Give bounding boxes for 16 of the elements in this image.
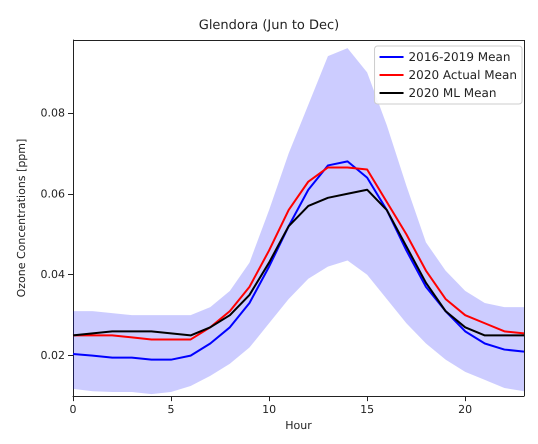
x-axis-title: Hour bbox=[285, 419, 312, 432]
x-tick-label: 10 bbox=[262, 403, 276, 416]
x-tick-label: 20 bbox=[458, 403, 472, 416]
line-series bbox=[72, 188, 525, 336]
legend-label: 2020 ML Mean bbox=[408, 86, 496, 100]
y-tick-label: 0.06 bbox=[40, 187, 65, 200]
y-tick-label: 0.04 bbox=[40, 268, 65, 282]
y-axis-title: Ozone Concentrations [ppm] bbox=[15, 138, 28, 298]
x-tick-label: 5 bbox=[168, 403, 175, 416]
legend-label: 2020 Actual Mean bbox=[408, 68, 518, 82]
legend-label: 2016-2019 Mean bbox=[408, 50, 510, 64]
chart-title: Glendora (Jun to Dec) bbox=[198, 18, 340, 33]
y-tick-label: 0.08 bbox=[40, 106, 65, 120]
y-tick-label: 0.02 bbox=[40, 349, 65, 362]
x-tick-label: 0 bbox=[70, 403, 76, 416]
x-tick-label: 15 bbox=[360, 403, 374, 416]
